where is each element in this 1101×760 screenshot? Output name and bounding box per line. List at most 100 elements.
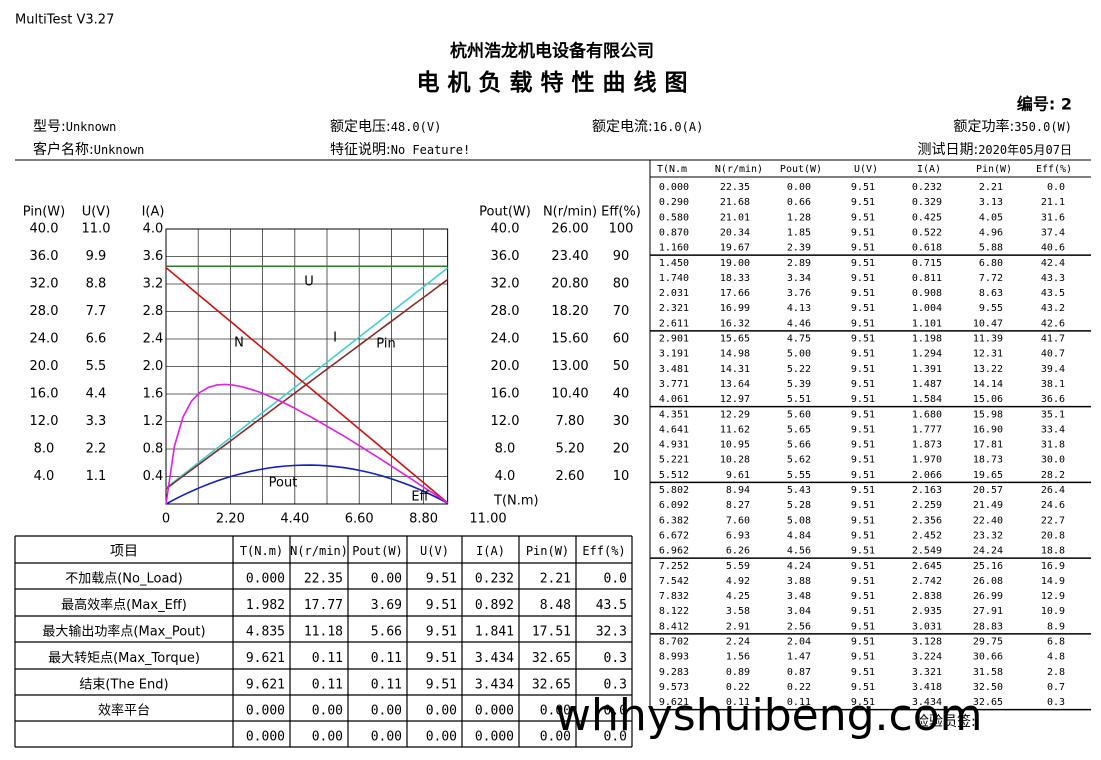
row-label: 最大转矩点(Max_Torque)	[48, 651, 200, 666]
y-tick-label: 32.0	[30, 277, 59, 292]
table-cell: 0.908	[912, 288, 942, 299]
table-cell: 0.0	[1047, 182, 1065, 193]
table-cell: 3.191	[659, 349, 689, 360]
table-cell: 5.802	[659, 485, 689, 496]
table-cell: 5.28	[787, 500, 811, 511]
table-cell: 39.4	[1041, 364, 1065, 375]
table-cell: 9.61	[726, 470, 750, 481]
table-cell: 8.122	[659, 606, 689, 617]
info-label: 型号:	[33, 119, 66, 135]
table-cell: 4.24	[787, 561, 811, 572]
plot-frame	[165, 228, 449, 505]
column-header: Pin(W)	[976, 164, 1012, 175]
y-tick-label: 3.2	[143, 277, 164, 292]
curve	[165, 383, 449, 505]
table-cell: 2.04	[787, 637, 811, 648]
y-tick-label: 10	[613, 469, 630, 484]
table-cell: 9.51	[851, 576, 875, 587]
table-cell: 9.51	[426, 651, 457, 666]
x-tick-label: 0	[162, 512, 170, 527]
table-cell: 9.51	[851, 652, 875, 663]
column-header: I(A)	[476, 544, 505, 558]
table-cell: 19.67	[720, 243, 750, 254]
y-tick-label: 0.4	[143, 469, 164, 484]
table-cell: 0.87	[787, 667, 811, 678]
table-cell: 2.901	[659, 334, 689, 345]
info-value: 16.0(A)	[653, 120, 704, 134]
table-cell: 9.51	[851, 349, 875, 360]
table-cell: 1.198	[912, 334, 942, 345]
table-cell: 0.000	[246, 730, 285, 745]
table-cell: 0.00	[426, 704, 457, 719]
y-tick-label: 90	[613, 249, 630, 264]
table-cell: 26.4	[1041, 485, 1065, 496]
y-tick-label: 40.0	[491, 222, 520, 237]
y-tick-label: 4.0	[34, 469, 55, 484]
table-cell: 3.128	[912, 637, 942, 648]
curve	[165, 267, 449, 489]
table-cell: 32.65	[532, 651, 571, 666]
table-cell: 31.6	[1041, 212, 1065, 223]
row-label: 不加载点(No_Load)	[65, 572, 183, 587]
table-cell: 0.522	[912, 227, 942, 238]
info-field: 额定电流:16.0(A)	[592, 119, 703, 135]
row-label: 结束(The End)	[79, 678, 168, 693]
table-cell: 3.031	[912, 621, 942, 632]
column-header: Pout(W)	[352, 544, 403, 558]
y-tick-label: 10.40	[551, 387, 588, 402]
table-cell: 1.487	[912, 379, 942, 390]
curve-label: N	[234, 336, 244, 351]
table-cell: 0.00	[426, 730, 457, 745]
table-cell: 9.51	[426, 572, 457, 587]
row-label: 最高效率点(Max_Eff)	[61, 597, 187, 613]
table-cell: 1.101	[912, 318, 942, 329]
table-cell: 0.0	[604, 704, 627, 719]
table-cell: 8.63	[979, 288, 1003, 299]
y-tick-label: 4.0	[495, 469, 516, 484]
y-tick-label: 24.0	[30, 332, 59, 347]
data-table: T(N.m N(r/min) Pout(W) U(V) I(A) Pin(W) Eff(%)…	[649, 160, 1091, 711]
table-cell: 9.51	[851, 424, 875, 435]
table-cell: 3.88	[787, 576, 811, 587]
table-cell: 33.4	[1041, 424, 1065, 435]
info-value: No Feature!	[391, 143, 470, 157]
y-tick-label: 70	[613, 304, 630, 319]
table-cell: 0.870	[659, 227, 689, 238]
table-cell: 16.9	[1041, 561, 1065, 572]
table-cell: 10.28	[720, 455, 750, 466]
table-cell: 9.51	[851, 440, 875, 451]
y-axis-label: U(V)	[82, 205, 111, 220]
table-cell: 9.55	[979, 303, 1003, 314]
y-tick-label: 40.0	[30, 222, 59, 237]
table-cell: 1.873	[912, 440, 942, 451]
table-cell: 0.0	[604, 730, 627, 745]
table-cell: 16.32	[720, 318, 750, 329]
column-header: 项目	[110, 544, 138, 560]
y-tick-label: 13.00	[551, 359, 588, 374]
table-cell: 9.573	[659, 682, 689, 693]
table-cell: 8.993	[659, 652, 689, 663]
table-cell: 9.51	[851, 546, 875, 557]
table-cell: 23.32	[973, 530, 1003, 541]
table-cell: 31.58	[973, 667, 1003, 678]
report-number: 编号: 2	[1017, 95, 1072, 114]
info-value: 350.0(W)	[1014, 120, 1072, 134]
table-cell: 18.73	[973, 455, 1003, 466]
y-tick-label: 40	[613, 387, 630, 402]
table-cell: 6.672	[659, 530, 689, 541]
y-tick-label: 2.0	[143, 359, 164, 374]
x-tick-label: 6.60	[345, 512, 374, 527]
table-cell: 2.56	[787, 621, 811, 632]
table-cell: 6.26	[726, 546, 750, 557]
table-cell: 1.294	[912, 349, 942, 360]
company-name: 杭州浩龙机电设备有限公司	[450, 41, 654, 62]
table-cell: 16.90	[973, 424, 1003, 435]
table-cell: 5.65	[787, 424, 811, 435]
table-cell: 7.252	[659, 561, 689, 572]
info-value: Unknown	[66, 120, 117, 134]
x-tick-label: 2.20	[216, 512, 245, 527]
table-cell: 0.000	[246, 704, 285, 719]
table-cell: 11.39	[973, 334, 1003, 345]
table-cell: 0.00	[371, 730, 402, 745]
